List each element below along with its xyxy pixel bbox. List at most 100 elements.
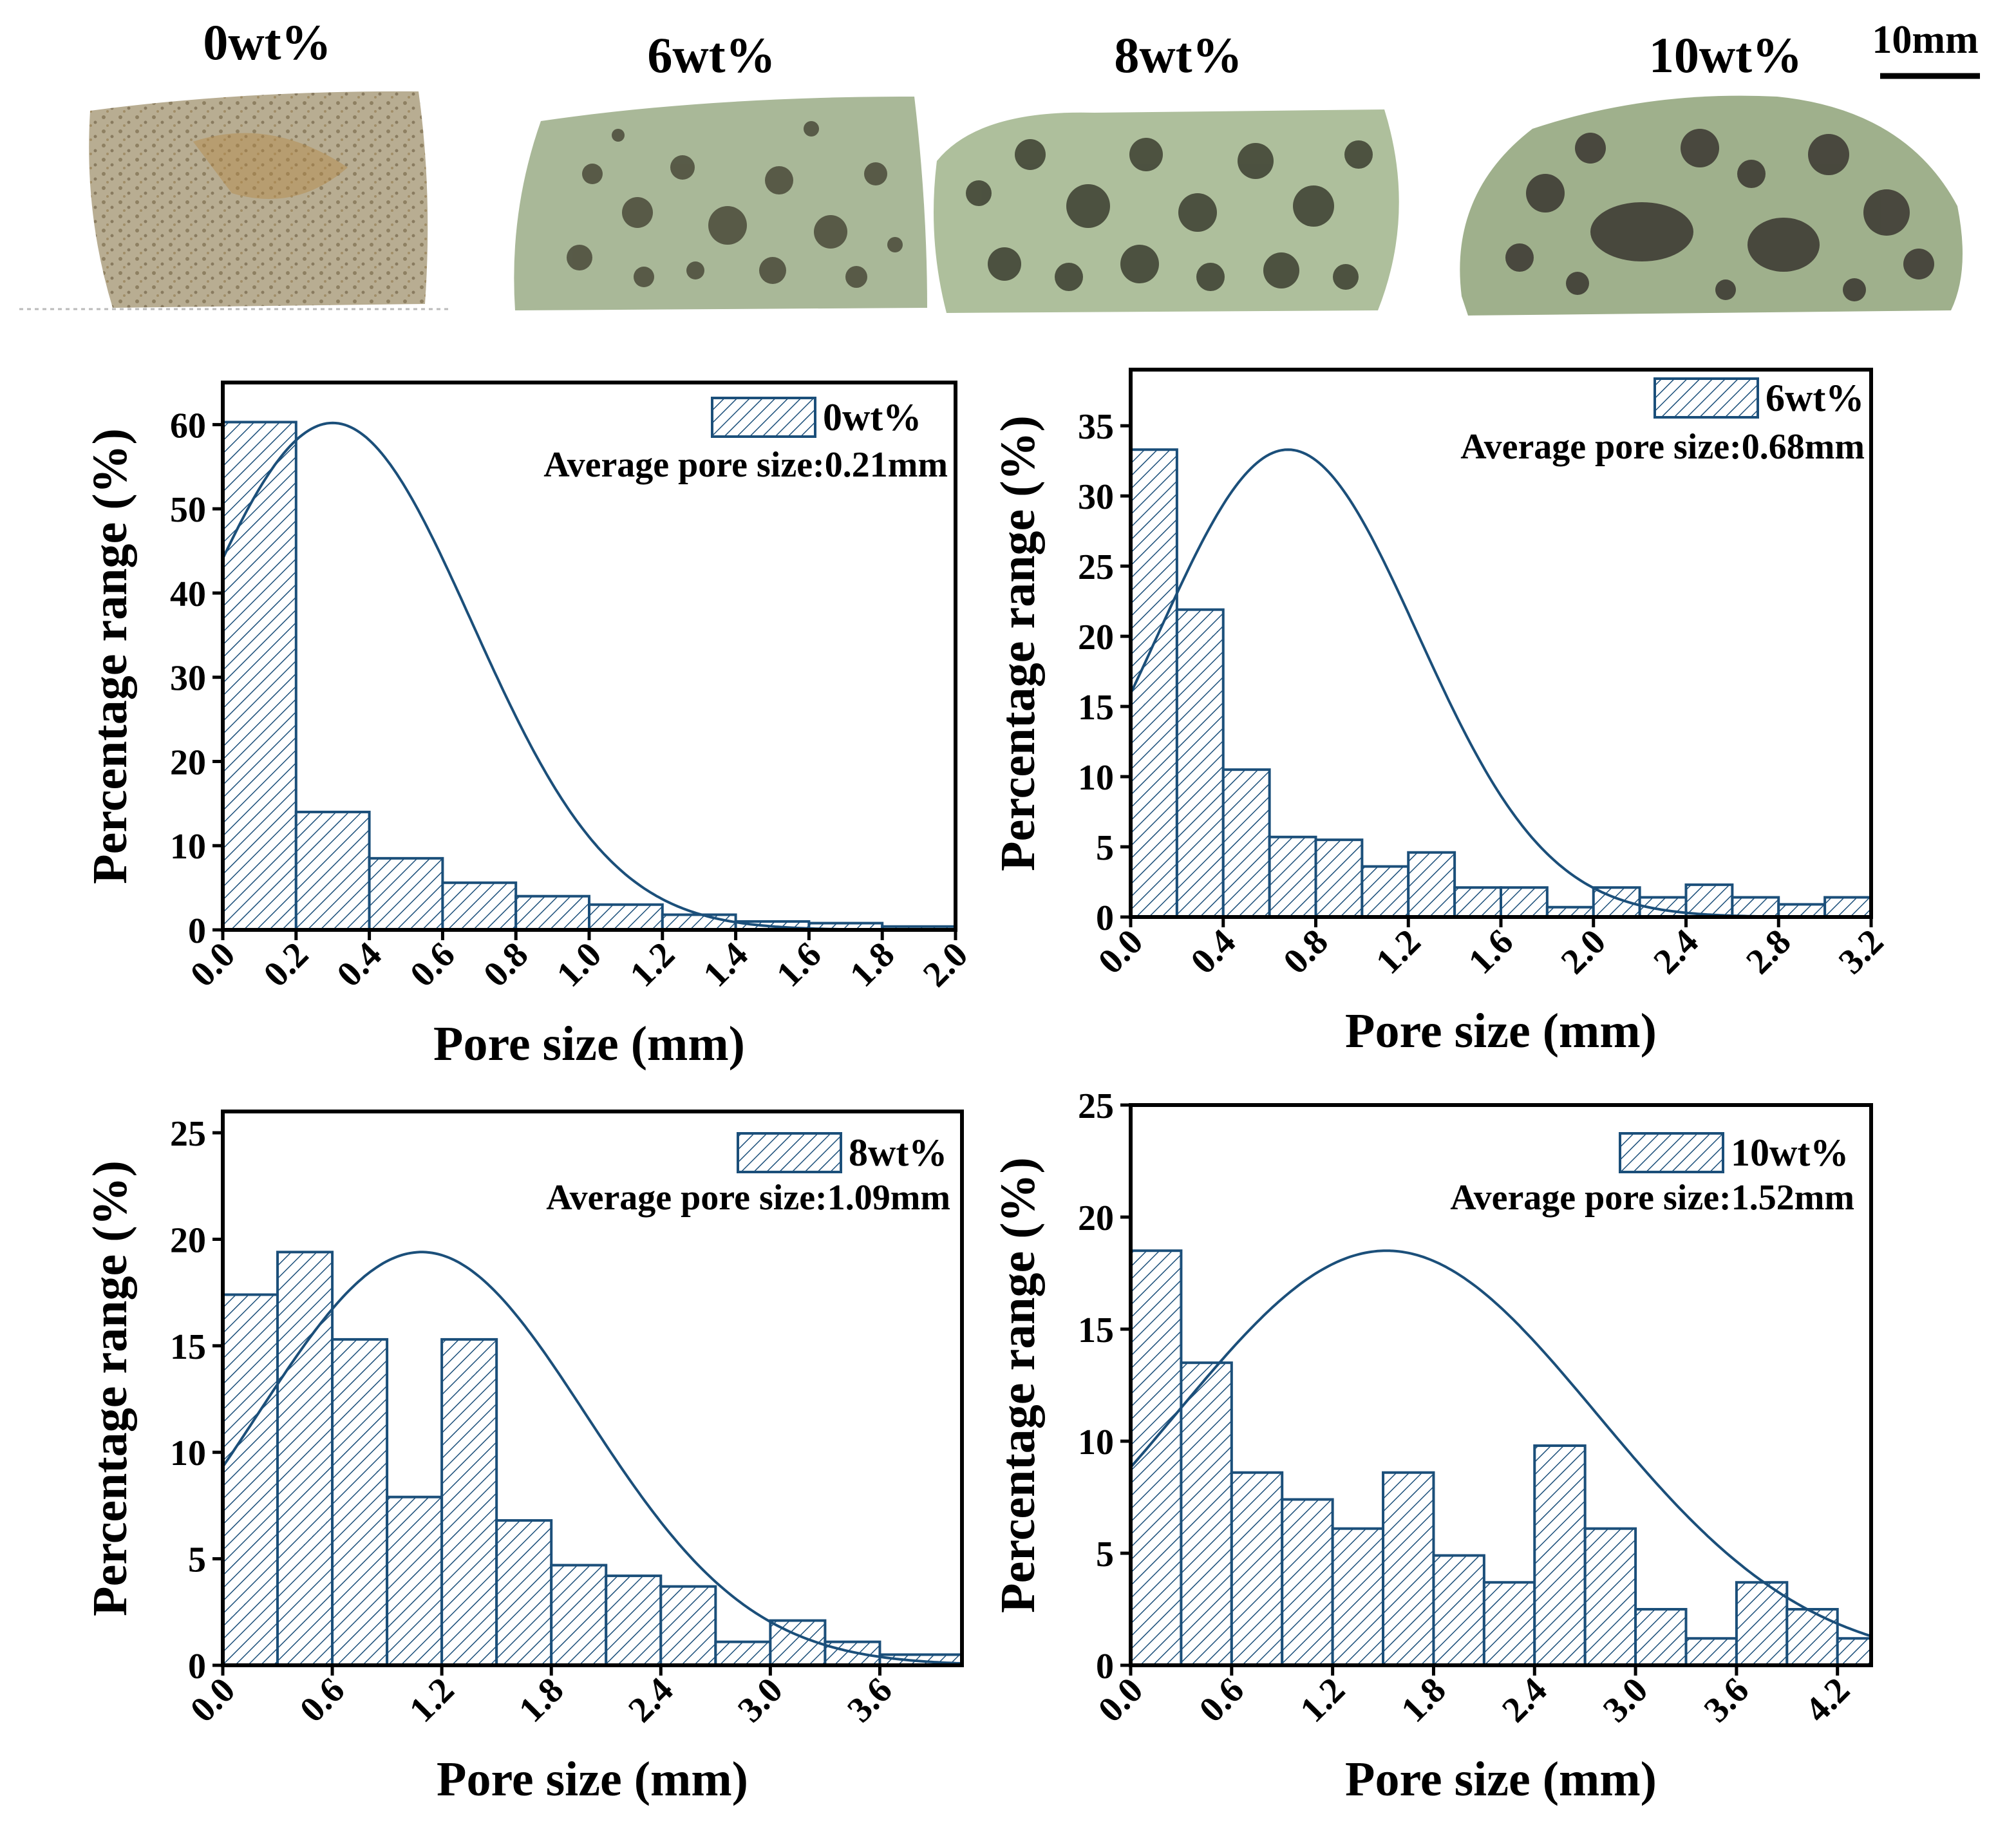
y-axis-title: Percentage range (%) <box>991 1157 1045 1613</box>
x-tick-label: 0.4 <box>1183 922 1243 981</box>
y-tick-label: 10 <box>170 1433 206 1473</box>
y-axis-title: Percentage range (%) <box>991 415 1045 871</box>
x-tick-label: 3.6 <box>840 1670 900 1730</box>
x-tick-label: 1.2 <box>1368 922 1428 981</box>
y-tick-label: 0 <box>188 1647 206 1687</box>
x-tick-label: 3.2 <box>1831 922 1891 981</box>
histogram-bar <box>331 1338 389 1667</box>
histogram-bar <box>659 1585 717 1667</box>
histogram-bar <box>1221 768 1271 918</box>
x-axis-title: Pore size (mm) <box>437 1752 748 1806</box>
histogram-bar <box>1230 1471 1284 1667</box>
average-pore-size-annotation: Average pore size:0.21mm <box>543 445 948 485</box>
x-tick-label: 0.8 <box>1276 922 1335 981</box>
x-tick-label: 1.0 <box>549 934 609 994</box>
histogram-bar <box>1583 1527 1637 1667</box>
average-pore-size-annotation: Average pore size:0.68mm <box>1460 427 1865 467</box>
histogram-bar <box>1823 896 1872 919</box>
histogram-bar <box>1175 608 1225 918</box>
x-tick-label: 0.8 <box>476 934 536 994</box>
histogram-bar <box>294 810 371 932</box>
histogram-bar <box>1382 1471 1435 1667</box>
legend-label: 6wt% <box>1766 377 1864 419</box>
sample-photo-0wt <box>19 91 451 310</box>
histogram-bar <box>714 1640 772 1667</box>
y-tick-label: 25 <box>170 1114 206 1154</box>
histogram-bar <box>1361 865 1410 918</box>
histogram-bar <box>221 1293 279 1667</box>
y-axis-title: Percentage range (%) <box>83 428 137 884</box>
y-tick-label: 15 <box>170 1327 206 1367</box>
histogram-bar <box>1331 1527 1385 1667</box>
y-tick-label: 0 <box>188 911 206 951</box>
y-tick-label: 0 <box>1096 898 1114 938</box>
x-tick-label: 1.2 <box>623 934 683 994</box>
x-tick-label: 2.4 <box>1494 1670 1554 1730</box>
histogram-bar <box>1500 886 1549 918</box>
histogram-bar <box>1129 448 1178 918</box>
y-tick-label: 15 <box>1078 688 1114 728</box>
histogram-bar <box>386 1495 444 1667</box>
legend-swatch <box>737 1132 842 1173</box>
x-tick-label: 1.6 <box>1461 922 1521 981</box>
legend-swatch <box>1653 377 1759 419</box>
y-tick-label: 30 <box>1078 477 1114 517</box>
x-tick-label: 1.8 <box>1393 1670 1453 1730</box>
x-axis-title: Pore size (mm) <box>433 1017 745 1071</box>
y-tick-label: 20 <box>1078 1198 1114 1238</box>
histogram-bar <box>440 1338 498 1667</box>
histogram-bar <box>1432 1554 1485 1667</box>
y-tick-label: 20 <box>170 1220 206 1260</box>
x-tick-label: 2.4 <box>1646 922 1706 981</box>
legend-label: 10wt% <box>1731 1131 1849 1174</box>
x-tick-label: 0.2 <box>256 934 316 994</box>
legend-label: 8wt% <box>849 1131 947 1174</box>
histogram-bar <box>1533 1444 1587 1667</box>
histogram-bar <box>1684 883 1734 919</box>
x-tick-label: 1.2 <box>402 1670 462 1730</box>
histogram-bar <box>1836 1637 1873 1667</box>
x-tick-label: 2.8 <box>1738 922 1798 981</box>
y-tick-label: 60 <box>170 406 206 446</box>
histogram-bar <box>1268 835 1317 919</box>
x-tick-label: 1.2 <box>1292 1670 1352 1730</box>
scale-bar-label: 10mm <box>1872 18 1978 62</box>
normal-fit-curve <box>1129 1249 1872 1638</box>
histogram-bar <box>1180 1361 1233 1667</box>
average-pore-size-annotation: Average pore size:1.52mm <box>1450 1178 1854 1218</box>
y-tick-label: 30 <box>170 659 206 699</box>
x-tick-label: 4.2 <box>1798 1670 1858 1730</box>
y-axis-title: Percentage range (%) <box>83 1160 137 1616</box>
x-tick-label: 0.6 <box>402 934 462 994</box>
legend-label: 0wt% <box>823 396 921 439</box>
histogram-bar <box>221 421 297 931</box>
x-axis-title: Pore size (mm) <box>1345 1004 1657 1058</box>
plot-frame <box>1129 1103 1873 1667</box>
histogram-bar <box>1735 1581 1789 1667</box>
x-tick-label: 0.6 <box>1192 1670 1252 1730</box>
x-axis-title: Pore size (mm) <box>1345 1752 1657 1806</box>
y-tick-label: 35 <box>1078 407 1114 447</box>
histogram-bar <box>1314 838 1364 918</box>
x-tick-label: 1.8 <box>842 934 902 994</box>
histogram-bar <box>1731 896 1780 919</box>
histogram-bar <box>1407 851 1456 918</box>
photo-label-10wt: 10wt% <box>1649 27 1802 83</box>
legend-swatch <box>1619 1132 1724 1173</box>
histogram-bar <box>661 913 737 932</box>
y-tick-label: 20 <box>1078 618 1114 657</box>
histogram-bar <box>1453 886 1502 918</box>
histogram-bar <box>1634 1608 1688 1667</box>
sample-photo-6wt <box>514 97 927 310</box>
y-tick-label: 5 <box>1096 828 1114 868</box>
histogram-bar <box>588 903 664 932</box>
y-tick-label: 10 <box>170 827 206 867</box>
histogram-bar <box>550 1564 608 1667</box>
x-tick-label: 1.4 <box>695 934 755 994</box>
y-tick-label: 20 <box>170 742 206 782</box>
y-tick-label: 0 <box>1096 1647 1114 1687</box>
x-tick-label: 1.6 <box>769 934 829 994</box>
